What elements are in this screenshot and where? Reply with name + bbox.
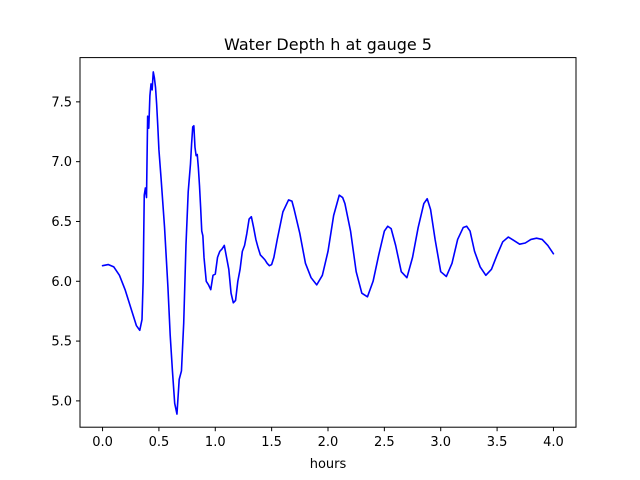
chart-title: Water Depth h at gauge 5 bbox=[224, 35, 432, 54]
x-tick-label: 2.5 bbox=[374, 435, 395, 450]
y-tick-label: 5.0 bbox=[51, 394, 72, 409]
y-tick-label: 6.5 bbox=[51, 215, 72, 230]
axes-frame bbox=[79, 57, 577, 428]
x-tick-label: 1.5 bbox=[261, 435, 282, 450]
x-tick-label: 1.0 bbox=[205, 435, 226, 450]
y-tick-label: 7.0 bbox=[51, 155, 72, 170]
x-tick-label: 0.5 bbox=[149, 435, 170, 450]
x-tick-label: 3.0 bbox=[430, 435, 451, 450]
x-tick-label: 0.0 bbox=[92, 435, 113, 450]
y-tick-label: 6.0 bbox=[51, 275, 72, 290]
x-tick-label: 4.0 bbox=[543, 435, 564, 450]
y-tick-label: 7.5 bbox=[51, 95, 72, 110]
series-line bbox=[101, 71, 555, 415]
x-axis: 0.0 0.5 1.0 1.5 2.0 2.5 3.0 3.5 4.0 bbox=[92, 427, 564, 450]
x-axis-label: hours bbox=[310, 457, 347, 472]
y-axis: 5.0 5.5 6.0 6.5 7.0 7.5 bbox=[51, 95, 80, 409]
plot-area bbox=[101, 71, 555, 415]
y-tick-label: 5.5 bbox=[51, 335, 72, 350]
x-tick-label: 3.5 bbox=[487, 435, 508, 450]
x-tick-label: 2.0 bbox=[318, 435, 339, 450]
